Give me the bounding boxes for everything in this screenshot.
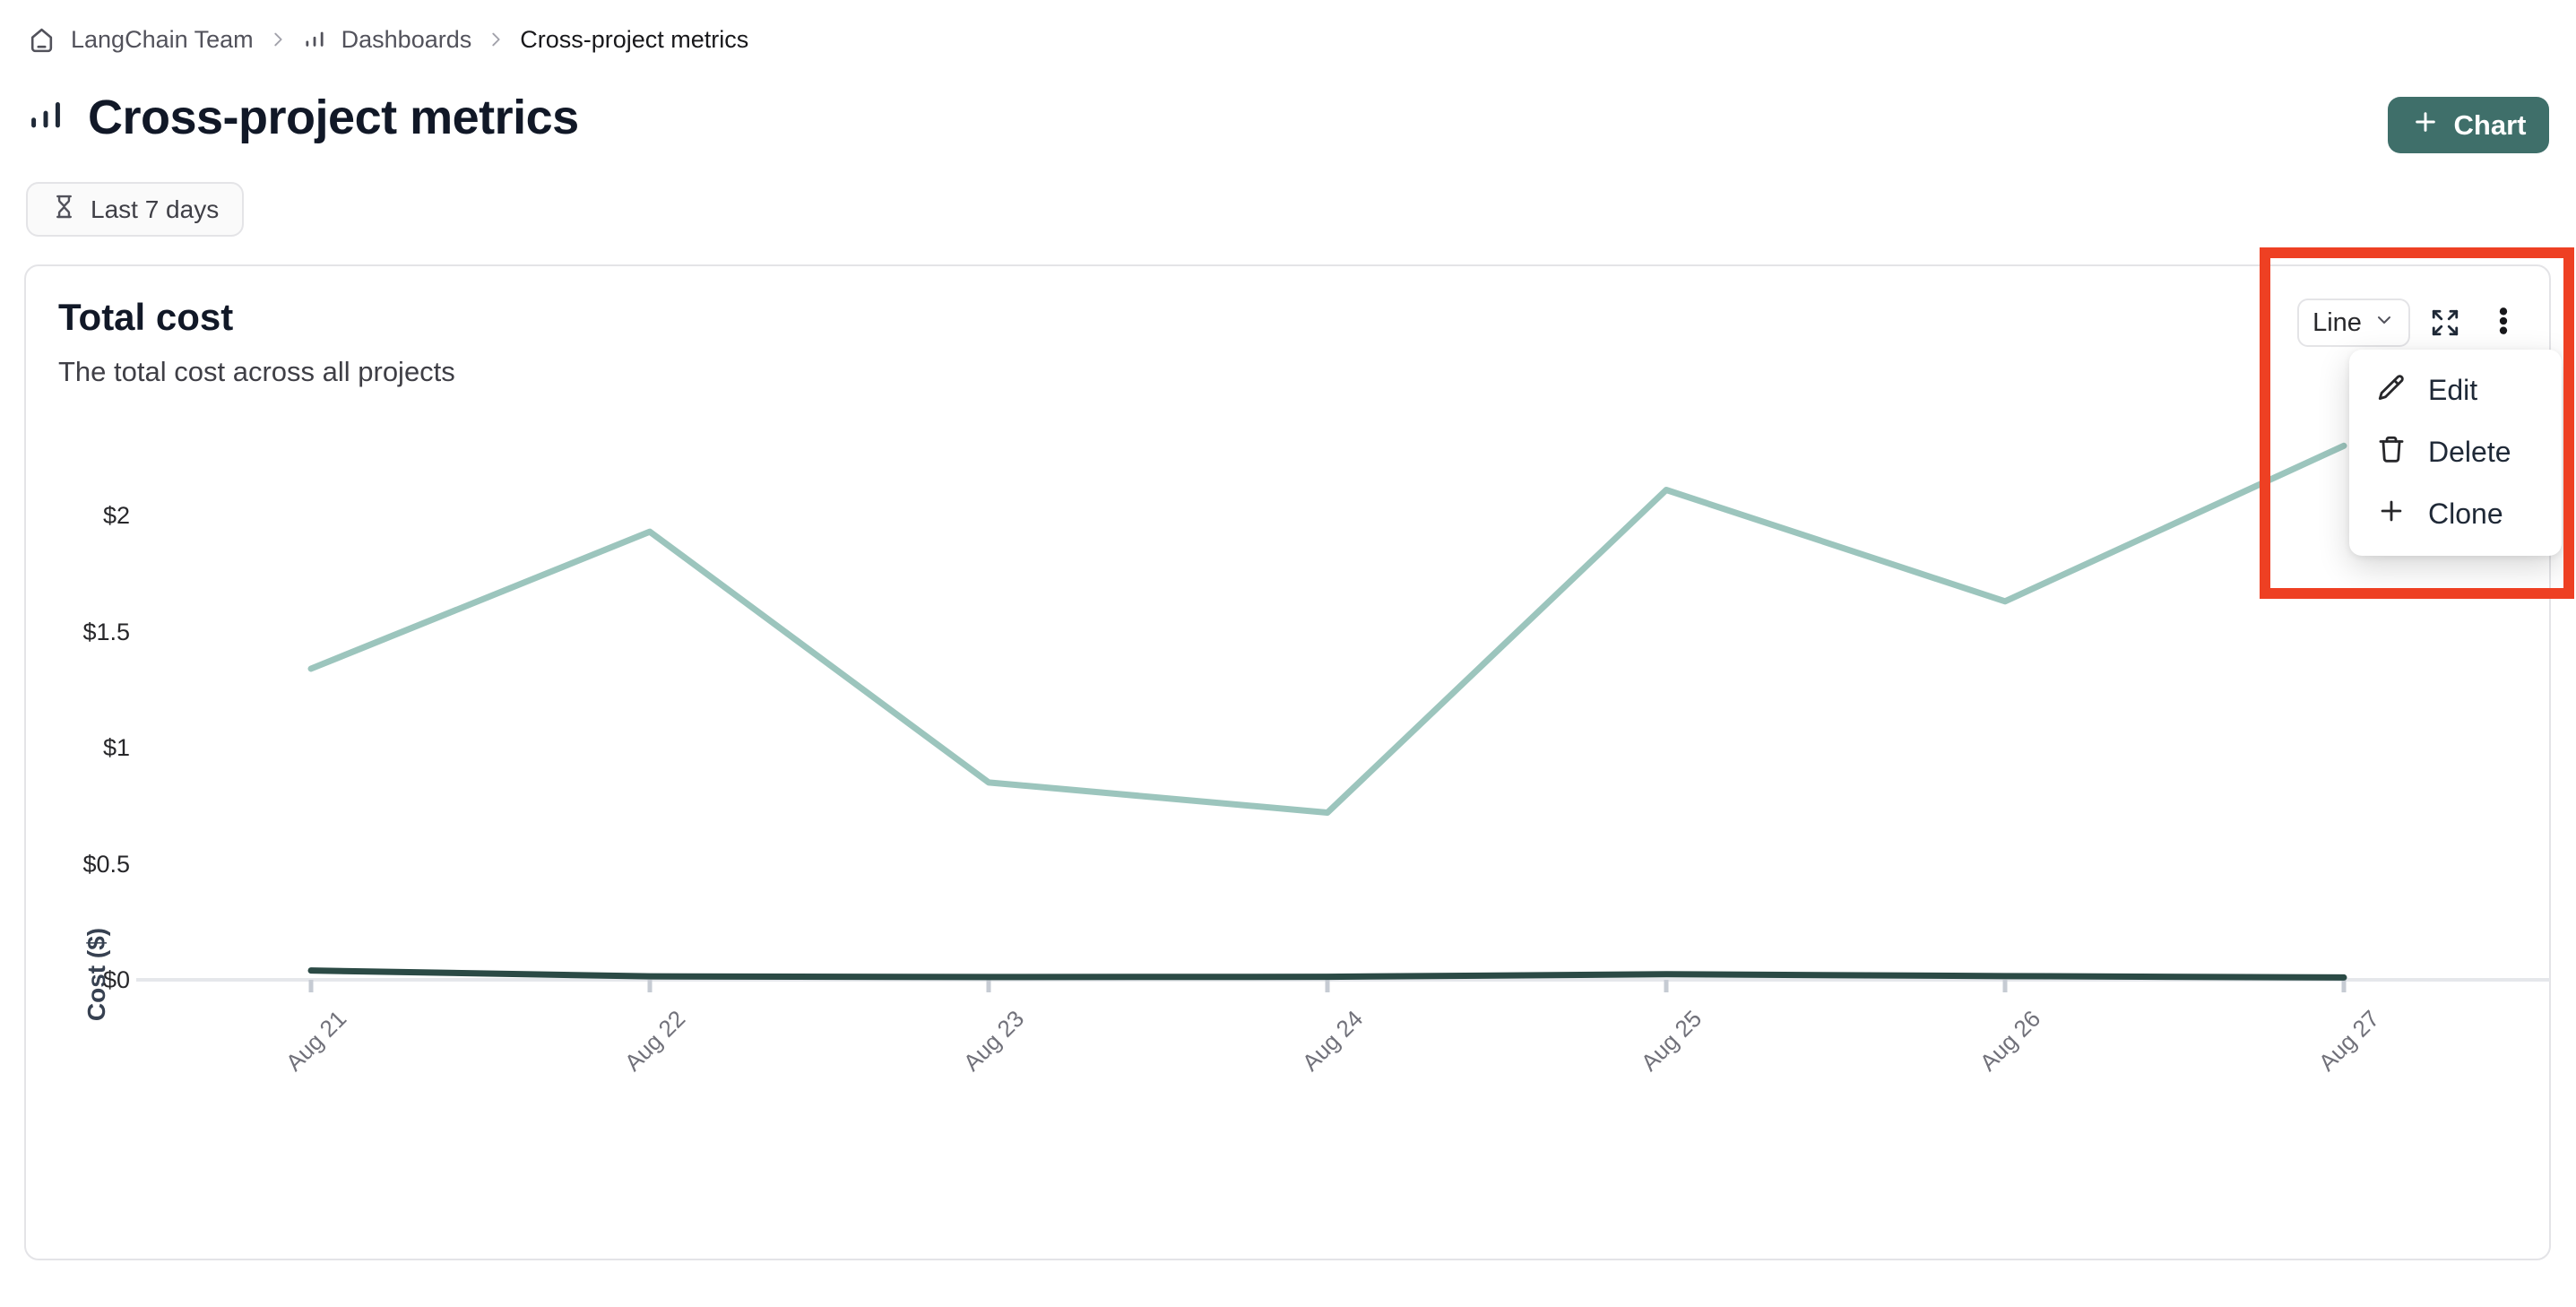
plus-icon: [2411, 108, 2440, 143]
hourglass-icon: [51, 194, 77, 226]
y-axis-label: $1: [102, 734, 130, 761]
chevron-right-icon: [486, 30, 506, 49]
chart-title: Total cost: [58, 296, 234, 338]
menu-item-label: Edit: [2428, 374, 2478, 406]
menu-item-label: Clone: [2428, 498, 2503, 530]
page-header: Cross-project metrics: [25, 90, 579, 145]
add-chart-label: Chart: [2453, 108, 2527, 141]
y-axis-label: $0.5: [82, 850, 130, 878]
kebab-menu-icon: [2485, 301, 2521, 343]
breadcrumb-current: Cross-project metrics: [520, 25, 749, 53]
time-range-label: Last 7 days: [91, 195, 220, 223]
chart-type-select[interactable]: Line: [2297, 299, 2410, 347]
chart-options-kebab-button[interactable]: [2482, 300, 2525, 343]
chart-subtitle: The total cost across all projects: [58, 356, 455, 387]
time-range-filter[interactable]: Last 7 days: [26, 182, 245, 237]
page-title: Cross-project metrics: [88, 91, 579, 144]
trash-icon: [2376, 434, 2407, 472]
chevron-down-icon: [2373, 308, 2395, 338]
pencil-icon: [2376, 372, 2407, 410]
y-axis-label: $2: [102, 502, 130, 529]
menu-item-delete[interactable]: Delete: [2349, 421, 2562, 483]
menu-item-edit[interactable]: Edit: [2349, 359, 2562, 421]
y-axis-label: $0: [102, 966, 130, 993]
breadcrumb-dashboards[interactable]: Dashboards: [341, 25, 472, 53]
bar-chart-icon: [302, 27, 327, 52]
chart-card: Total cost The total cost across all pro…: [24, 264, 2551, 1260]
expand-chart-button[interactable]: [2424, 302, 2467, 345]
chart-type-value: Line: [2312, 307, 2362, 337]
breadcrumb: LangChain Team Dashboards Cross-project …: [27, 22, 748, 57]
menu-item-clone[interactable]: Clone: [2349, 483, 2562, 545]
add-chart-button[interactable]: Chart: [2388, 97, 2549, 153]
chart-context-menu: Edit Delete Clone: [2349, 350, 2562, 556]
chevron-right-icon: [268, 30, 288, 49]
breadcrumb-team[interactable]: LangChain Team: [71, 25, 254, 53]
plus-icon: [2376, 496, 2407, 533]
menu-item-label: Delete: [2428, 436, 2511, 468]
expand-icon: [2430, 307, 2460, 341]
y-axis-label: $1.5: [82, 618, 130, 645]
bar-chart-icon: [25, 95, 66, 141]
home-icon[interactable]: [27, 25, 56, 55]
